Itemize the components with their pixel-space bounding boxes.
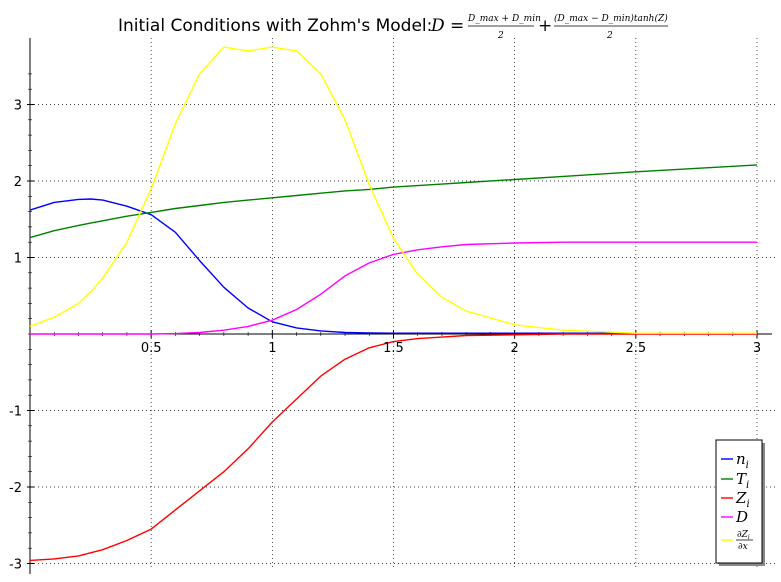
x-tick-label: 1.5 (383, 341, 404, 356)
y-tick-label: -2 (9, 481, 22, 496)
x-tick-label: 0.5 (141, 341, 162, 356)
legend-label: Ti (736, 470, 749, 491)
y-tick-label: 2 (14, 175, 22, 190)
y-tick-label: -3 (9, 558, 22, 573)
series-group (29, 46, 758, 562)
title-math-lhs: D = (430, 16, 464, 36)
series-line-n-i (29, 198, 757, 334)
legend-label: D (735, 508, 748, 526)
legend-frac-numerator: ∂Zi (737, 530, 750, 541)
legend-box (715, 439, 763, 564)
x-tick-label: 1 (268, 341, 276, 356)
y-tick-label: 1 (14, 252, 22, 267)
y-tick-label: 3 (14, 99, 22, 114)
title-plus-sign: + (538, 16, 552, 36)
axes (27, 38, 772, 574)
title-frac2-denominator: 2 (606, 31, 613, 41)
legend-label: ni (736, 450, 749, 471)
grid-lines (30, 38, 775, 570)
series-line-dZ-i-dx (29, 46, 757, 334)
title-frac1-denominator: 2 (497, 31, 504, 41)
title-frac1-numerator: D_max + D_min (467, 14, 541, 24)
legend-label: Zi (735, 489, 750, 510)
series-line-T-i (29, 164, 758, 239)
legend-frac-denominator: ∂x (738, 542, 748, 552)
x-tick-label: 3 (753, 341, 761, 356)
chart-title: Initial Conditions with Zohm's Model: (118, 16, 432, 36)
title-frac2-numerator: (D_max − D_min)tanh(Z) (554, 13, 668, 24)
x-tick-label: 2 (511, 341, 519, 356)
y-tick-label: -1 (9, 405, 22, 420)
chart-title-group: Initial Conditions with Zohm's Model: D … (118, 13, 668, 41)
series-line-Z-i (29, 333, 757, 562)
series-line-D (30, 241, 757, 335)
tick-labels: 0.5 1 1.5 2 2.5 3 -3 -2 -1 1 2 3 (9, 99, 761, 573)
x-tick-label: 2.5 (625, 341, 646, 356)
